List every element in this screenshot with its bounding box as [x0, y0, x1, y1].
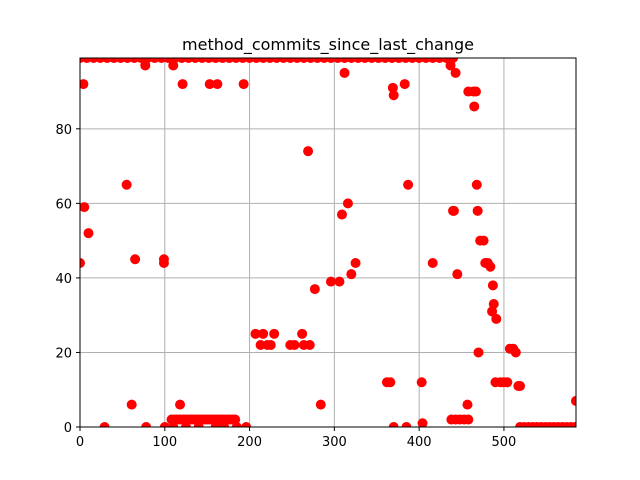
- data-point: [401, 422, 412, 427]
- data-point: [471, 179, 482, 190]
- x-tick-label: 100: [152, 435, 177, 450]
- data-point: [515, 381, 526, 391]
- data-point: [231, 422, 242, 427]
- data-point: [158, 258, 169, 268]
- data-point: [487, 306, 498, 317]
- data-point: [334, 276, 345, 287]
- data-points: [80, 58, 576, 427]
- data-point: [193, 422, 204, 427]
- data-point: [238, 79, 249, 90]
- axis-ticks: 0 100 200 300 400 500 0 20 40 60 80: [55, 123, 516, 450]
- y-tick-label: 0: [64, 421, 72, 436]
- data-point: [452, 269, 463, 280]
- data-point: [304, 340, 315, 350]
- data-point: [159, 422, 170, 427]
- data-point: [388, 90, 399, 101]
- data-point: [309, 284, 320, 295]
- data-point: [141, 422, 152, 427]
- x-tick-label: 300: [322, 435, 347, 450]
- data-point: [510, 347, 521, 358]
- grid: [79, 58, 576, 428]
- data-point: [388, 422, 399, 427]
- data-point: [473, 347, 484, 358]
- data-point: [297, 328, 308, 339]
- x-tick-label: 500: [492, 435, 517, 450]
- data-point: [315, 399, 326, 410]
- data-point: [462, 399, 473, 410]
- data-point: [472, 205, 483, 216]
- data-point: [269, 328, 280, 339]
- plot-frame: [79, 57, 577, 428]
- y-tick-label: 60: [55, 197, 72, 212]
- data-point: [448, 58, 459, 63]
- data-point: [450, 67, 461, 78]
- data-point: [250, 328, 261, 339]
- data-point: [478, 235, 489, 246]
- data-point: [210, 422, 221, 427]
- data-point: [502, 377, 513, 388]
- data-point: [258, 328, 269, 339]
- data-point: [385, 377, 396, 388]
- data-point: [180, 422, 191, 427]
- data-point: [80, 258, 85, 268]
- y-tick-label: 80: [55, 123, 72, 138]
- data-point: [99, 422, 110, 427]
- x-tick-label: 0: [76, 435, 84, 450]
- data-point: [303, 146, 314, 157]
- data-point: [403, 179, 414, 190]
- data-point: [83, 228, 94, 239]
- data-point: [230, 414, 241, 425]
- data-point: [350, 258, 361, 268]
- x-tick-label: 200: [237, 435, 262, 450]
- data-point: [168, 60, 179, 71]
- data-point: [204, 79, 215, 90]
- y-tick-label: 40: [55, 272, 72, 287]
- data-point: [177, 79, 188, 90]
- data-point: [265, 340, 276, 350]
- data-point: [80, 202, 90, 213]
- data-point: [130, 254, 141, 265]
- data-point: [339, 67, 350, 78]
- data-point: [175, 399, 186, 410]
- data-point: [470, 86, 481, 97]
- data-point: [80, 79, 89, 90]
- data-point: [570, 422, 576, 427]
- data-point: [387, 82, 398, 93]
- data-point: [399, 79, 410, 90]
- data-point: [346, 269, 357, 280]
- data-point: [488, 299, 499, 309]
- data-point: [212, 79, 223, 90]
- data-point: [571, 395, 576, 406]
- data-point: [417, 418, 428, 427]
- data-point: [427, 258, 438, 268]
- x-tick-label: 400: [407, 435, 432, 450]
- data-point: [448, 205, 459, 216]
- data-point: [491, 313, 502, 324]
- data-point: [241, 422, 252, 427]
- data-point: [469, 101, 480, 112]
- y-tick-label: 20: [55, 346, 72, 361]
- data-point: [219, 422, 230, 427]
- data-point: [416, 377, 427, 388]
- data-point: [463, 414, 474, 425]
- data-point: [168, 422, 179, 427]
- data-point: [487, 280, 498, 291]
- data-point: [126, 399, 137, 410]
- chart-title: method_commits_since_last_change: [182, 35, 474, 55]
- data-point: [336, 209, 347, 220]
- data-point: [485, 261, 496, 272]
- data-point: [121, 179, 132, 190]
- data-point: [325, 276, 336, 287]
- data-point: [289, 340, 300, 350]
- data-point: [342, 198, 353, 209]
